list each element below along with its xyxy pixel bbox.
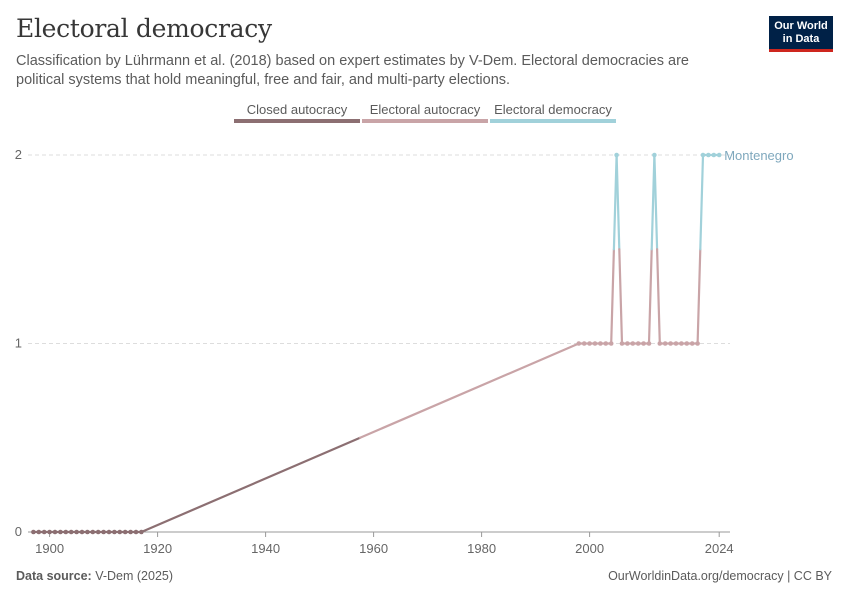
legend[interactable]: Closed autocracy Electoral autocracy Elect… bbox=[234, 102, 616, 123]
chart-subtitle: Classification by Lührmann et al. (2018)… bbox=[16, 53, 689, 88]
x-tick-label: 1900 bbox=[35, 541, 64, 556]
series-label[interactable]: Montenegro bbox=[724, 148, 793, 163]
data-point[interactable] bbox=[706, 152, 711, 158]
data-point[interactable] bbox=[641, 341, 646, 346]
x-tick-label: 1920 bbox=[143, 541, 172, 556]
series-segment[interactable] bbox=[615, 153, 621, 251]
series-segment[interactable] bbox=[647, 248, 653, 345]
chart-title: Electoral democracy bbox=[16, 14, 272, 43]
series-segment[interactable] bbox=[699, 153, 705, 251]
data-point[interactable] bbox=[31, 529, 36, 535]
data-point[interactable] bbox=[662, 341, 668, 346]
series-segment[interactable] bbox=[359, 342, 580, 439]
data-point[interactable] bbox=[635, 341, 641, 346]
data-point[interactable] bbox=[85, 529, 90, 535]
data-point[interactable] bbox=[90, 529, 96, 535]
data-point[interactable] bbox=[679, 341, 684, 346]
y-tick-label: 0 bbox=[15, 524, 22, 539]
data-point[interactable] bbox=[101, 529, 106, 535]
data-point[interactable] bbox=[106, 529, 112, 535]
footer-link[interactable]: OurWorldinData.org/democracy | CC BY bbox=[608, 569, 832, 583]
data-point[interactable] bbox=[128, 529, 133, 535]
data-point[interactable] bbox=[36, 529, 42, 535]
data-point[interactable] bbox=[592, 341, 598, 346]
data-source-value[interactable]: V-Dem (2025) bbox=[95, 569, 174, 583]
logo-line-2: in Data bbox=[782, 33, 820, 45]
data-point[interactable] bbox=[587, 341, 592, 346]
data-point[interactable] bbox=[133, 529, 139, 535]
data-point[interactable] bbox=[689, 341, 695, 346]
data-point[interactable] bbox=[41, 529, 47, 535]
data-point[interactable] bbox=[95, 529, 101, 535]
data-point[interactable] bbox=[598, 341, 603, 346]
legend-swatch[interactable] bbox=[362, 119, 488, 123]
data-point[interactable] bbox=[619, 341, 625, 346]
data-point[interactable] bbox=[112, 529, 117, 535]
data-point[interactable] bbox=[117, 529, 123, 535]
legend-label[interactable]: Electoral autocracy bbox=[370, 102, 481, 117]
data-point[interactable] bbox=[646, 341, 652, 346]
data-point[interactable] bbox=[79, 529, 85, 535]
x-tick-label: 1980 bbox=[467, 541, 496, 556]
x-tick-label: 1960 bbox=[359, 541, 388, 556]
legend-label[interactable]: Closed autocracy bbox=[247, 102, 348, 117]
series-segment[interactable] bbox=[655, 248, 661, 345]
y-tick-label: 1 bbox=[15, 336, 22, 351]
data-point[interactable] bbox=[603, 341, 609, 346]
data-point[interactable] bbox=[63, 529, 69, 535]
x-axis: 1900 1920 1940 1960 1980 2000 2024 bbox=[28, 531, 734, 556]
series-labels[interactable]: Montenegro bbox=[724, 148, 793, 163]
data-point[interactable] bbox=[716, 152, 722, 158]
data-point[interactable] bbox=[576, 341, 582, 346]
data-point[interactable] bbox=[608, 341, 614, 346]
series-segment[interactable] bbox=[618, 248, 624, 345]
data-point[interactable] bbox=[122, 529, 128, 535]
data-point[interactable] bbox=[630, 341, 636, 346]
data-source-label: Data source: bbox=[16, 569, 92, 583]
data-point[interactable] bbox=[74, 529, 79, 535]
data-point[interactable] bbox=[695, 341, 700, 346]
x-tick-label: 1940 bbox=[251, 541, 280, 556]
data-point[interactable] bbox=[139, 529, 144, 535]
legend-label[interactable]: Electoral democracy bbox=[494, 102, 612, 117]
data-point[interactable] bbox=[58, 529, 63, 535]
legend-swatch[interactable] bbox=[490, 119, 616, 123]
series-points[interactable] bbox=[31, 152, 722, 535]
series-segment[interactable] bbox=[653, 153, 659, 251]
legend-swatch[interactable] bbox=[234, 119, 360, 123]
data-point[interactable] bbox=[700, 152, 706, 158]
data-source: Data source: V-Dem (2025) bbox=[16, 569, 173, 583]
x-tick-label: 2000 bbox=[575, 541, 604, 556]
data-point[interactable] bbox=[614, 152, 619, 158]
data-point[interactable] bbox=[684, 341, 690, 346]
data-point[interactable] bbox=[47, 529, 52, 535]
gridlines bbox=[28, 154, 730, 344]
series-segment[interactable] bbox=[610, 248, 616, 345]
data-point[interactable] bbox=[711, 152, 717, 158]
data-point[interactable] bbox=[625, 341, 630, 346]
data-point[interactable] bbox=[657, 341, 663, 346]
x-tick-label: 2024 bbox=[705, 541, 734, 556]
series-segment[interactable] bbox=[696, 248, 702, 345]
data-point[interactable] bbox=[581, 341, 587, 346]
series-segment[interactable] bbox=[140, 436, 362, 534]
data-point[interactable] bbox=[668, 341, 673, 346]
y-tick-label: 2 bbox=[15, 147, 22, 162]
data-point[interactable] bbox=[52, 529, 58, 535]
data-point[interactable] bbox=[652, 152, 657, 158]
logo-line-1: Our World bbox=[774, 20, 828, 32]
owid-logo[interactable]: Our World in Data bbox=[769, 16, 833, 52]
y-axis: 0 1 2 bbox=[15, 147, 22, 539]
data-point[interactable] bbox=[673, 341, 679, 346]
data-point[interactable] bbox=[68, 529, 74, 535]
